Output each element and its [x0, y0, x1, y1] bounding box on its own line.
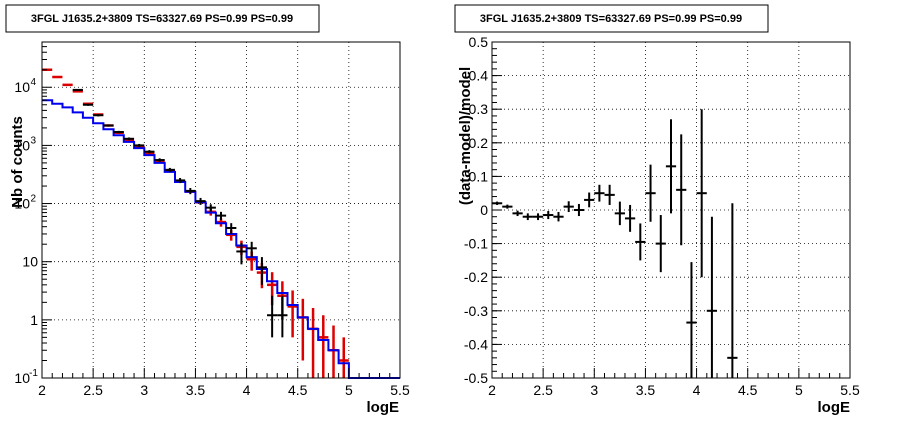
blue-model-step	[42, 99, 400, 379]
y-tick-label: 0	[480, 202, 488, 218]
x-tick-label: 4.5	[288, 382, 308, 398]
y-tick-label: 1	[30, 312, 38, 328]
x-tick-label: 2.5	[83, 382, 103, 398]
y-axis-label: (data-model)/model	[457, 67, 474, 205]
y-tick-label: 10	[14, 196, 30, 212]
y-tick-label: 0.1	[469, 168, 489, 184]
x-axis-label: logE	[818, 399, 851, 416]
x-tick-label: 2	[488, 382, 496, 398]
series-layer	[42, 68, 400, 379]
x-axis-label: logE	[367, 399, 400, 416]
x-tick-label: 2	[38, 382, 46, 398]
y-tick-label: 10	[22, 254, 38, 270]
y-tick-exponent: 2	[30, 194, 36, 205]
y-tick-exponent: 3	[30, 135, 36, 146]
y-tick-label: -0.1	[464, 236, 488, 252]
x-tick-label: 5	[345, 382, 353, 398]
y-tick-label: 0.5	[469, 34, 489, 50]
x-tick-label: 4.5	[738, 382, 758, 398]
chart-title: 3FGL J1635.2+3809 TS=63327.69 PS=0.99 PS…	[480, 13, 742, 25]
x-tick-label: 5.5	[840, 382, 860, 398]
x-tick-label: 4	[243, 382, 251, 398]
y-tick-label: 0.2	[469, 135, 489, 151]
residuals-panel: 2 2.5 3 3.5 4 4.5 5 5.5 -0.5 -0.4 -0.3 -0.2 -0.1 0 0.1…	[454, 4, 860, 416]
chart-title: 3FGL J1635.2+3809 TS=63327.69 PS=0.99 PS…	[31, 13, 293, 25]
y-tick-label: 10	[14, 370, 30, 386]
gridlines	[42, 42, 400, 378]
y-axis-label: Nb of counts	[9, 116, 26, 208]
x-tick-label: 3	[140, 382, 148, 398]
y-tick-label: 10	[14, 79, 30, 95]
title-box	[5, 4, 320, 33]
x-tick-label: 3	[590, 382, 598, 398]
axis-ticks: 2 2.5 3 3.5 4 4.5 5 5.5 -0.5 -0.4 -0.3 -0.2 -0.1 0 0.1…	[464, 34, 860, 398]
plot-area	[42, 42, 400, 378]
y-tick-label: -0.2	[464, 269, 488, 285]
y-tick-exponent: 4	[30, 77, 36, 88]
y-tick-label: -0.5	[464, 370, 488, 386]
y-tick-label: -0.3	[464, 303, 488, 319]
x-tick-label: 3.5	[636, 382, 656, 398]
x-tick-label: 2.5	[533, 382, 553, 398]
y-tick-label: 10	[14, 137, 30, 153]
plot-frame	[41, 41, 401, 379]
y-tick-label: 0.3	[469, 101, 489, 117]
title-box	[454, 4, 769, 33]
x-tick-label: 5.5	[390, 382, 410, 398]
y-tick-label: -0.4	[464, 336, 488, 352]
series-layer	[492, 109, 738, 378]
x-tick-label: 3.5	[186, 382, 206, 398]
x-tick-label: 5	[795, 382, 803, 398]
y-tick-exponent: -1	[29, 368, 38, 379]
y-tick-label: 0.4	[469, 68, 489, 84]
x-tick-label: 4	[693, 382, 701, 398]
